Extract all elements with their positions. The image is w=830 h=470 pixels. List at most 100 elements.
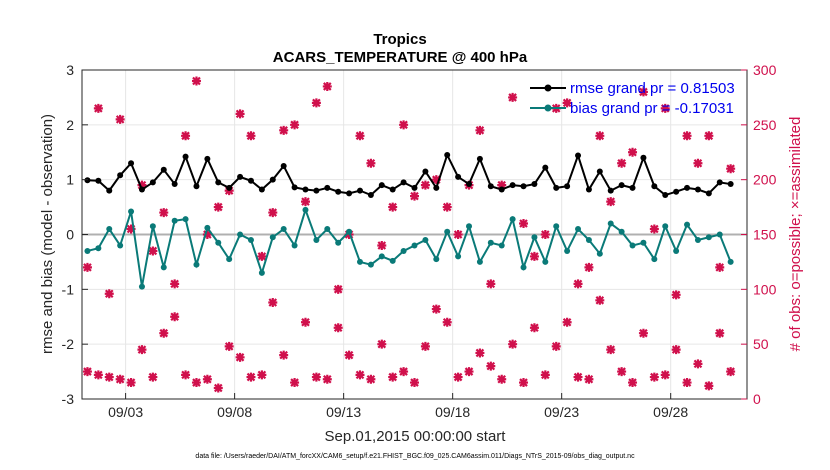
obs-assimilated-point [410,378,419,388]
chart-subtitle: ACARS_TEMPERATURE @ 400 hPa [273,49,528,66]
rmse-point [455,173,462,180]
x-tick-label: 09/13 [326,404,361,420]
obs-possible-point [660,103,670,113]
obs-possible-point [388,202,398,212]
obs-assimilated-point [235,352,245,362]
rmse-point [324,184,331,191]
bias-point [237,231,244,238]
obs-assimilated-point [486,361,496,371]
bias-point [455,253,462,260]
bias-point [542,258,549,265]
rmse-point [705,190,712,197]
obs-assimilated-point [726,367,736,377]
legend-bias-label: bias grand pr = -0.17031 [570,100,734,117]
bias-point [466,223,473,230]
bias-point [182,216,189,223]
bias-point [193,261,200,268]
obs-possible-point [562,98,572,108]
obs-assimilated-point [126,378,136,388]
bias-point [585,236,592,243]
rmse-point [487,183,494,190]
bias-point [607,220,614,227]
bias-point [313,236,320,243]
obs-possible-point [704,131,714,141]
rmse-point [378,182,385,189]
bias-point [335,239,342,246]
obs-assimilated-point [213,383,223,393]
rmse-point [128,160,135,167]
obs-possible-point [431,175,441,185]
rmse-point [106,187,113,194]
y-right-tick-label: 300 [753,62,777,78]
bias-point [520,264,527,271]
obs-assimilated-point [344,350,354,360]
y-tick-label: 3 [66,62,74,78]
bias-point [171,217,178,224]
rmse-point [400,179,407,186]
bias-point [531,234,538,241]
obs-assimilated-point [573,372,583,382]
legend-rmse-marker [544,84,552,92]
y-right-tick-label: 100 [753,281,777,297]
obs-possible-point [497,180,507,190]
obs-possible-point [191,76,201,86]
rmse-point [596,168,603,175]
bias-point [160,264,167,271]
obs-possible-point [693,158,703,168]
obs-possible-point [257,251,267,261]
y-tick-label: -1 [62,281,75,297]
rmse-point [302,186,309,193]
rmse-point [585,186,592,193]
obs-possible-point [410,191,419,201]
bias-point [575,226,582,233]
rmse-point [509,182,516,189]
rmse-point [466,181,473,188]
obs-assimilated-point [170,312,180,322]
obs-assimilated-point [93,370,103,380]
obs-assimilated-point [519,378,529,388]
y-right-tick-label: 200 [753,172,777,188]
bias-point [487,239,494,246]
rmse-point [542,164,549,171]
obs-assimilated-point [704,381,714,391]
obs-assimilated-point [442,317,452,327]
obs-possible-point [137,180,147,190]
bias-point [662,223,669,230]
rmse-point [662,192,669,199]
rmse-point [716,179,723,186]
x-tick-label: 09/18 [435,404,470,420]
rmse-point [422,168,429,175]
rmse-point [640,154,647,161]
obs-possible-point [453,230,463,239]
rmse-point [247,177,254,184]
footnote: data file: /Users/raeder/DAI/ATM_forcXX/… [195,453,635,460]
bias-point [564,247,571,254]
obs-assimilated-markers [82,295,736,393]
rmse-point [313,187,320,194]
obs-possible-point [181,131,191,141]
obs-assimilated-point [497,374,507,384]
bias-point [106,226,113,233]
rmse-point [389,186,396,193]
bias-point [673,247,680,254]
x-tick-label: 09/03 [108,404,143,420]
chart-title: Tropics [373,31,426,48]
obs-assimilated-point [606,345,616,355]
obs-possible-point [366,158,376,168]
rmse-point [237,173,244,180]
obs-possible-point [442,202,452,212]
bias-point [138,283,145,290]
obs-possible-point [715,262,725,272]
bias-point [367,261,374,268]
rmse-point [215,179,222,186]
bias-point [400,247,407,254]
obs-possible-point [649,224,659,234]
obs-possible-point [159,208,169,218]
y-tick-label: 0 [66,227,74,243]
obs-assimilated-point [671,345,681,355]
bias-point [433,256,440,263]
rmse-point [84,177,91,184]
rmse-point [444,151,451,158]
bias-point [640,239,647,246]
obs-assimilated-point [148,372,158,382]
